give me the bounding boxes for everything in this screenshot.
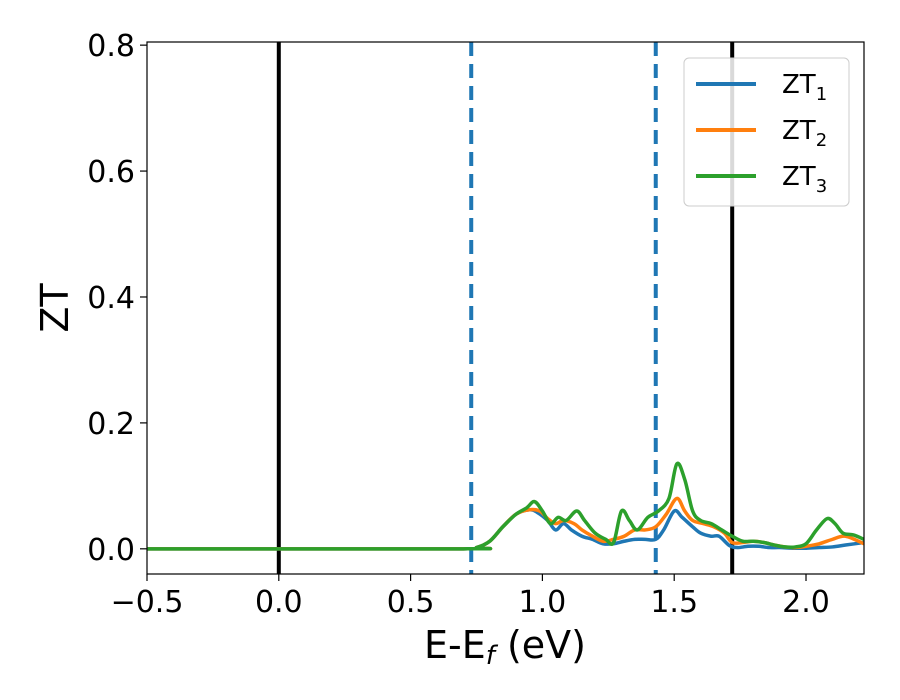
x-axis: −0.5 0.0 0.5 1.0 1.5 2.0 <box>111 574 830 620</box>
reference-lines <box>276 42 735 574</box>
legend-label-zt3: ZT3 <box>782 162 827 197</box>
y-tick-label: 0.6 <box>87 155 135 190</box>
x-tick-label: 0.5 <box>387 585 435 620</box>
y-axis-label: ZT <box>33 283 77 333</box>
x-axis-label: E-Ef (eV) <box>424 623 586 671</box>
series-lines <box>147 461 864 551</box>
x-tick-label: 1.0 <box>519 585 567 620</box>
legend-label-zt1: ZT1 <box>782 70 827 105</box>
legend-label-zt2: ZT2 <box>782 116 827 151</box>
x-tick-label: 2.0 <box>782 585 830 620</box>
plot-frame <box>146 41 865 575</box>
legend-box <box>683 57 850 207</box>
y-tick-label: 0.2 <box>87 407 135 442</box>
y-tick-label: 0.8 <box>87 29 135 64</box>
y-tick-label: 0.4 <box>87 281 135 316</box>
x-tick-label: 0.0 <box>255 585 303 620</box>
legend: ZT1 ZT2 ZT3 <box>683 57 850 207</box>
y-axis: 0.0 0.2 0.4 0.6 0.8 <box>87 29 147 568</box>
series-line-zt3 <box>147 461 864 551</box>
x-tick-label: 1.5 <box>650 585 698 620</box>
x-tick-label: −0.5 <box>111 585 184 620</box>
y-tick-label: 0.0 <box>87 533 135 568</box>
